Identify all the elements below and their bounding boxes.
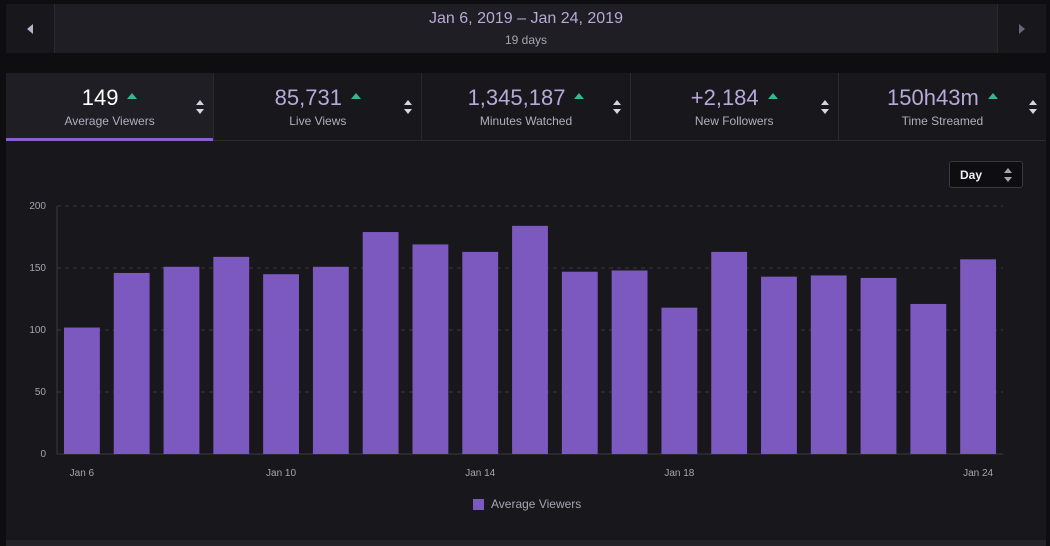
bar [113,272,150,454]
stat-tab-time-streamed[interactable]: 150h43m Time Streamed [839,73,1046,140]
bar [910,303,947,454]
bar [761,276,797,454]
y-tick-label: 50 [35,387,47,398]
date-range-display: Jan 6, 2019 – Jan 24, 2019 19 days [55,4,997,53]
sort-icon[interactable] [612,100,621,114]
sort-icon [1004,168,1012,182]
chevron-right-icon [1019,23,1025,34]
granularity-selected-value: Day [960,168,983,182]
x-tick-label: Jan 18 [664,468,694,479]
legend-label: Average Viewers [491,497,581,511]
bar [960,259,997,454]
stat-label: Average Viewers [64,114,155,128]
x-tick-label: Jan 24 [963,468,993,479]
bar [611,270,648,454]
trend-up-icon [767,93,778,99]
date-range-title: Jan 6, 2019 – Jan 24, 2019 [429,10,623,27]
stat-tabs: 149 Average Viewers 85,731 Live Views 1,… [6,73,1046,141]
bar [512,225,548,454]
stat-value: 1,345,187 [467,85,566,110]
bar [263,274,299,454]
x-tick-label: Jan 14 [465,468,495,479]
stats-panel: 149 Average Viewers 85,731 Live Views 1,… [6,73,1046,546]
bar [412,244,449,454]
x-tick-label: Jan 6 [70,468,95,479]
stat-label: Live Views [289,114,347,128]
stat-label: Time Streamed [901,114,984,128]
trend-up-icon [350,93,361,99]
trend-up-icon [574,93,585,99]
stat-value: 85,731 [274,85,342,110]
date-range-bar: Jan 6, 2019 – Jan 24, 2019 19 days [6,4,1046,53]
bar [362,232,399,454]
y-tick-label: 150 [29,263,46,274]
sort-icon[interactable] [404,100,413,114]
bar [312,266,349,454]
y-tick-label: 200 [29,201,46,212]
date-range-subtitle: 19 days [504,33,548,47]
bar [63,327,100,454]
bar [213,256,250,454]
bar [810,275,847,454]
previous-range-button[interactable] [6,4,55,53]
sort-icon[interactable] [196,100,205,114]
bar [661,307,698,454]
stat-value: +2,184 [690,85,759,110]
bar [561,271,598,454]
stat-value: 149 [81,85,119,110]
stat-value: 150h43m [887,85,979,110]
stat-tab-minutes-watched[interactable]: 1,345,187 Minutes Watched [422,73,631,140]
sort-icon[interactable] [1029,100,1038,114]
stat-tab-new-followers[interactable]: +2,184 New Followers [631,73,839,140]
trend-up-icon [127,93,138,99]
y-tick-label: 0 [40,449,46,460]
stat-label: Minutes Watched [479,114,573,128]
legend-swatch [473,499,484,510]
average-viewers-chart: 0 50 100 150 200 Jan 6 Jan 10 Jan 14 Jan 18 Jan 2… [29,201,1003,511]
next-range-button[interactable] [997,4,1046,53]
stat-label: New Followers [694,114,774,128]
sort-icon[interactable] [820,100,829,114]
trend-up-icon [987,93,998,99]
stat-tab-average-viewers[interactable]: 149 Average Viewers [6,73,215,141]
granularity-select[interactable]: Day [949,161,1023,188]
bar [462,251,499,454]
y-tick-label: 100 [29,325,46,336]
chevron-left-icon [27,23,33,34]
footer-bar [6,540,1046,546]
bar [163,266,200,454]
x-tick-label: Jan 10 [266,468,296,479]
bar [711,251,748,454]
stat-tab-live-views[interactable]: 85,731 Live Views [214,73,423,140]
bar [860,277,897,454]
